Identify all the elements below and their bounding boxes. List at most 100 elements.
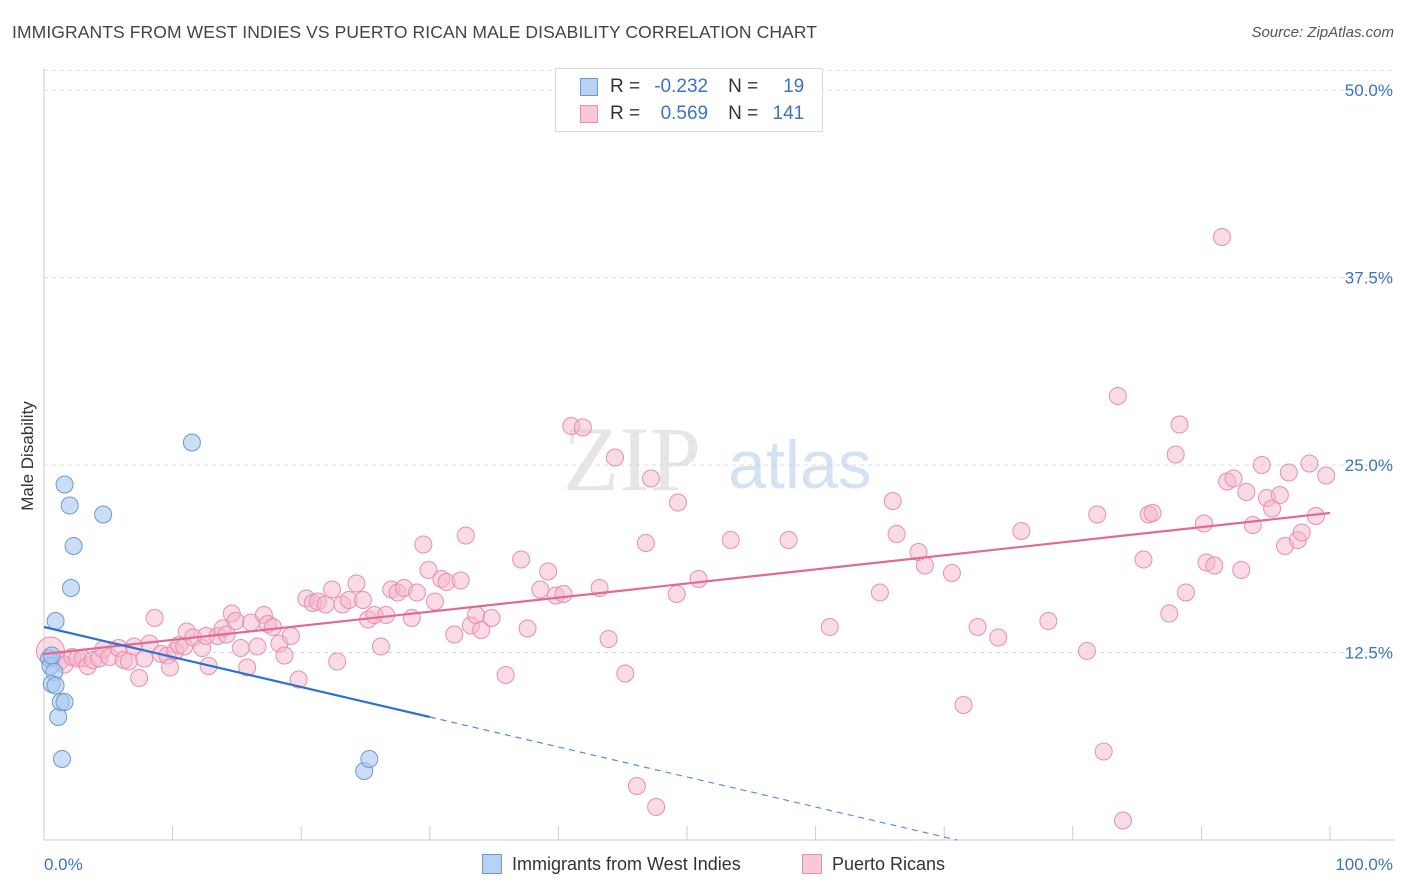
trend-lines	[43, 511, 1331, 841]
data-point-puerto-ricans	[1292, 523, 1311, 542]
legend-n-label: N =	[728, 76, 759, 97]
y-tick-labels: 12.5% 25.0% 37.5% 50.0%	[1345, 81, 1393, 663]
data-point-puerto-ricans	[942, 564, 961, 582]
y-tick-label: 25.0%	[1345, 456, 1393, 475]
bottom-legend-swatch-pink	[802, 854, 822, 874]
series-west-indies	[40, 433, 379, 780]
data-point-puerto-ricans	[599, 630, 618, 648]
data-point-puerto-ricans	[887, 525, 906, 543]
data-point-west-indies	[46, 612, 65, 630]
data-point-puerto-ricans	[1170, 415, 1189, 434]
data-point-puerto-ricans	[915, 556, 934, 575]
legend-n-value: 141	[772, 103, 805, 124]
data-point-puerto-ricans	[161, 658, 180, 677]
data-point-puerto-ricans	[667, 585, 686, 603]
data-point-puerto-ricans	[1270, 486, 1289, 504]
bottom-legend-west-indies: Immigrants from West Indies	[482, 851, 741, 877]
data-point-puerto-ricans	[263, 618, 282, 636]
y-tick-label: 50.0%	[1345, 81, 1393, 100]
data-point-puerto-ricans	[1012, 522, 1031, 540]
data-point-puerto-ricans	[451, 571, 470, 590]
legend-n-value: 19	[783, 76, 805, 97]
correlation-legend: R = -0.232 N = 19 R = 0.569 N = 141	[555, 68, 823, 132]
data-point-west-indies	[64, 537, 83, 555]
data-point-puerto-ricans	[539, 562, 558, 581]
bottom-legend-puerto-ricans: Puerto Ricans	[802, 851, 945, 877]
data-point-puerto-ricans	[954, 696, 973, 714]
data-point-west-indies	[94, 505, 113, 524]
legend-r-value: 0.569	[660, 103, 709, 124]
data-point-west-indies	[49, 708, 68, 726]
data-point-puerto-ricans	[323, 580, 342, 599]
data-point-puerto-ricans	[883, 492, 902, 510]
legend-n-label: N =	[728, 103, 759, 124]
data-point-puerto-ricans	[289, 670, 308, 689]
data-point-puerto-ricans	[1243, 516, 1262, 534]
legend-swatch-blue	[580, 78, 598, 96]
bottom-legend-swatch-blue	[482, 854, 502, 874]
data-point-puerto-ricans	[353, 591, 372, 609]
data-point-puerto-ricans	[275, 646, 294, 665]
data-point-west-indies	[42, 646, 61, 665]
trend-line-puerto-ricans	[43, 511, 1331, 656]
series-puerto-ricans	[35, 228, 1336, 830]
data-point-puerto-ricans	[968, 618, 987, 636]
data-point-puerto-ricans	[647, 798, 666, 816]
data-point-puerto-ricans	[1252, 456, 1271, 474]
data-point-puerto-ricans	[1134, 550, 1153, 569]
legend-r-label: R =	[610, 103, 641, 124]
data-point-puerto-ricans	[1237, 483, 1256, 501]
data-point-puerto-ricans	[1232, 561, 1251, 579]
legend-row-west-indies: R = -0.232 N = 19	[580, 74, 804, 100]
data-point-puerto-ricans	[414, 535, 433, 554]
data-point-puerto-ricans	[281, 627, 300, 645]
chart-title: IMMIGRANTS FROM WEST INDIES VS PUERTO RI…	[12, 22, 818, 42]
data-point-puerto-ricans	[496, 666, 515, 684]
data-point-puerto-ricans	[1143, 504, 1162, 522]
data-point-puerto-ricans	[721, 531, 740, 549]
data-point-puerto-ricans	[820, 618, 839, 636]
data-point-puerto-ricans	[371, 637, 390, 656]
data-point-puerto-ricans	[226, 612, 245, 630]
data-point-puerto-ricans	[1039, 612, 1058, 630]
y-tick-label: 37.5%	[1345, 269, 1393, 288]
legend-swatch-pink	[580, 105, 598, 123]
y-tick-label: 12.5%	[1345, 644, 1393, 663]
data-point-west-indies	[53, 750, 72, 768]
data-point-puerto-ricans	[627, 777, 646, 795]
data-point-puerto-ricans	[407, 583, 426, 602]
data-point-west-indies	[62, 579, 81, 597]
data-point-puerto-ricans	[456, 526, 475, 545]
data-point-puerto-ricans	[328, 652, 347, 671]
trend-line-west-indies	[43, 625, 431, 719]
source-label: Source: ZipAtlas.com	[1251, 24, 1394, 41]
data-point-puerto-ricans	[1160, 604, 1179, 623]
data-point-puerto-ricans	[1077, 642, 1096, 660]
data-point-puerto-ricans	[1094, 742, 1113, 761]
data-point-puerto-ricans	[1166, 445, 1185, 464]
data-point-puerto-ricans	[1263, 499, 1282, 518]
data-point-puerto-ricans	[554, 585, 573, 603]
x-tick-label: 100.0%	[1335, 855, 1393, 874]
data-point-puerto-ricans	[1176, 583, 1195, 602]
data-point-puerto-ricans	[425, 592, 444, 611]
data-point-puerto-ricans	[1317, 466, 1336, 485]
data-point-puerto-ricans	[573, 418, 592, 437]
data-point-puerto-ricans	[347, 574, 366, 593]
data-point-puerto-ricans	[130, 669, 149, 687]
data-point-puerto-ricans	[231, 639, 250, 657]
data-point-puerto-ricans	[870, 583, 889, 602]
data-point-puerto-ricans	[1088, 505, 1107, 524]
data-point-puerto-ricans	[1108, 387, 1127, 405]
data-point-puerto-ricans	[779, 531, 798, 549]
data-point-puerto-ricans	[1300, 454, 1319, 473]
data-point-puerto-ricans	[1194, 514, 1213, 533]
legend-r-value: -0.232	[654, 76, 709, 97]
legend-r-label: R =	[610, 76, 641, 97]
data-point-puerto-ricans	[616, 664, 635, 683]
bottom-legend-label: Puerto Ricans	[832, 853, 946, 874]
data-point-puerto-ricans	[419, 561, 438, 579]
data-point-puerto-ricans	[145, 609, 164, 627]
data-point-west-indies	[182, 433, 201, 452]
y-axis-label: Male Disability	[18, 401, 37, 511]
